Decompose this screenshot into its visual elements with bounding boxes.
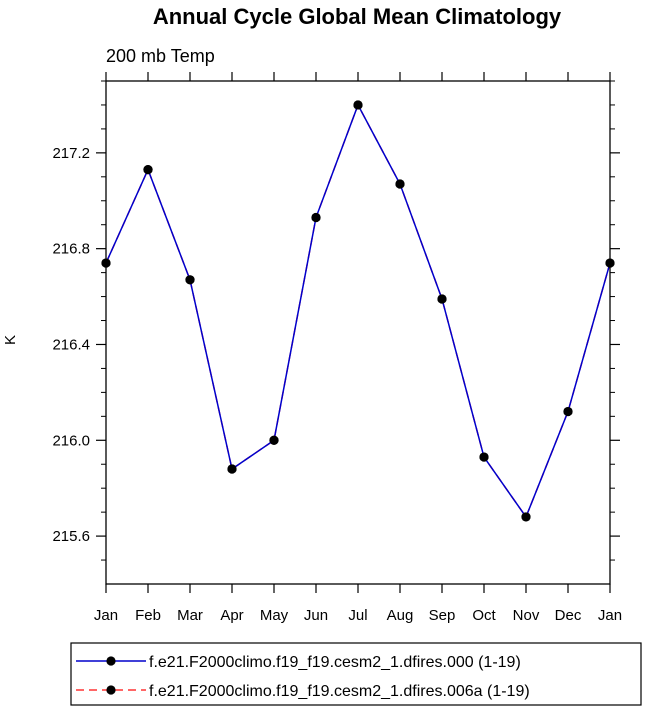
series-layer xyxy=(101,100,615,522)
y-tick-label: 216.0 xyxy=(52,432,90,449)
data-point-1 xyxy=(437,294,447,304)
data-point-1 xyxy=(227,464,237,474)
x-tick-label: May xyxy=(260,607,289,624)
y-axis-label: K xyxy=(2,335,19,345)
x-tick-label: Oct xyxy=(472,607,496,624)
x-tick-label: Jul xyxy=(348,607,367,624)
data-point-1 xyxy=(185,275,195,285)
data-point-1 xyxy=(311,212,321,223)
plot-frame xyxy=(105,80,611,585)
x-tick-label: Dec xyxy=(555,607,582,624)
series-line-1 xyxy=(105,103,611,519)
x-tick-label: Apr xyxy=(220,607,243,624)
data-point-1 xyxy=(353,100,363,110)
y-tick-label: 216.4 xyxy=(52,336,90,353)
chart-title: Annual Cycle Global Mean Climatology xyxy=(153,4,562,29)
data-point-1 xyxy=(521,512,531,522)
x-tick-label: Jan xyxy=(94,607,118,624)
legend: f.e21.F2000climo.f19_f19.cesm2_1.dfires.… xyxy=(70,642,642,706)
x-axis-ticks: Jan Feb Mar Apr May Jun Jul Aug Sep Oct Nov Dec Jan xyxy=(94,72,622,624)
data-point-1 xyxy=(143,165,153,175)
y-tick-label: 215.6 xyxy=(52,528,90,545)
x-tick-label: Sep xyxy=(429,607,456,624)
data-point-1 xyxy=(479,452,489,462)
series-line-2 xyxy=(105,103,611,519)
data-point-1 xyxy=(395,179,405,189)
x-tick-label: Nov xyxy=(513,607,540,624)
chart-subtitle: 200 mb Temp xyxy=(106,46,215,66)
x-tick-label: Jun xyxy=(304,607,328,624)
x-tick-label: Jan xyxy=(598,607,622,624)
data-point-1 xyxy=(269,435,279,445)
minor-ticks xyxy=(101,80,615,561)
legend-marker-1 xyxy=(106,656,116,666)
legend-label-1: f.e21.F2000climo.f19_f19.cesm2_1.dfires.… xyxy=(149,654,521,671)
x-tick-label: Aug xyxy=(387,607,414,624)
y-tick-label: 217.2 xyxy=(52,145,90,162)
y-tick-label: 216.8 xyxy=(52,241,90,258)
legend-marker-2 xyxy=(106,685,116,695)
legend-label-2: f.e21.F2000climo.f19_f19.cesm2_1.dfires.… xyxy=(149,683,530,700)
y-axis-ticks: 215.6 216.0 216.4 216.8 217.2 xyxy=(52,145,620,545)
legend-box xyxy=(70,642,642,706)
data-point-1 xyxy=(563,406,573,417)
x-tick-label: Mar xyxy=(177,607,203,624)
x-tick-label: Feb xyxy=(135,607,161,624)
